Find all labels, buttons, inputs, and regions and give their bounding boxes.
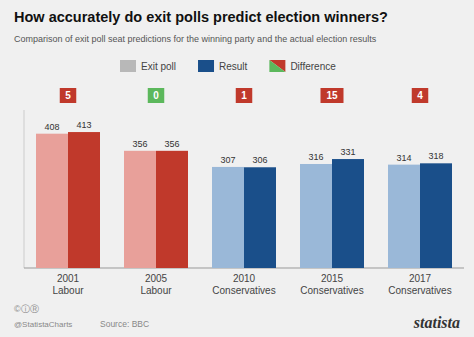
bar	[420, 163, 452, 268]
data-label: 306	[252, 155, 267, 165]
legend-swatch-rect	[120, 60, 136, 72]
background	[0, 0, 474, 337]
data-label: 408	[44, 122, 59, 132]
data-label: 356	[132, 139, 147, 149]
data-labels: 408 413 356 356 307 306 316 331 314 318	[44, 120, 443, 165]
legend-swatch-rect	[198, 60, 214, 72]
category-label: 2005	[145, 273, 168, 284]
category-label: 2001	[57, 273, 80, 284]
category-label: Conservatives	[300, 285, 363, 296]
legend: Exit poll Result Difference	[120, 60, 336, 72]
bars	[36, 132, 452, 268]
bar	[388, 165, 420, 268]
bar	[36, 134, 68, 268]
data-label: 413	[76, 120, 91, 130]
data-label: 356	[164, 139, 179, 149]
category-label: 2017	[409, 273, 432, 284]
subtitle: Comparison of exit poll seat predictions…	[14, 34, 377, 44]
badge-box	[321, 88, 344, 103]
branding: statista	[413, 314, 460, 331]
legend-swatch-part	[269, 60, 285, 72]
badge-label: 5	[65, 90, 71, 101]
category-label: Conservatives	[212, 285, 275, 296]
source: Source: BBC	[100, 319, 149, 329]
legend-swatch	[198, 60, 214, 72]
bar	[300, 164, 332, 268]
legend-label: Difference	[290, 61, 336, 72]
legend-swatch-part	[269, 60, 285, 72]
category-label: 2015	[321, 273, 344, 284]
badge-box	[148, 88, 165, 103]
badge-label: 4	[417, 90, 423, 101]
footer-credit: @StatistaCharts	[14, 320, 72, 329]
footer-icons: ©ⓘⓇ	[14, 304, 39, 314]
data-label: 316	[308, 152, 323, 162]
title: How accurately do exit polls predict ele…	[14, 9, 388, 25]
bar	[68, 132, 100, 268]
chart: How accurately do exit polls predict ele…	[0, 0, 474, 337]
bar	[244, 167, 276, 268]
category-label: Labour	[140, 285, 172, 296]
badge-box	[60, 88, 77, 103]
badge-box	[412, 88, 429, 103]
badge-box	[236, 88, 253, 103]
legend-swatch	[269, 60, 285, 72]
bar	[212, 167, 244, 268]
data-label: 314	[396, 153, 411, 163]
legend-swatch	[120, 60, 136, 72]
badge-label: 0	[153, 90, 159, 101]
bar	[332, 159, 364, 268]
legend-label: Exit poll	[141, 61, 176, 72]
badge-label: 1	[241, 90, 247, 101]
difference-badge: 15	[321, 88, 344, 103]
difference-badge: 0	[148, 88, 165, 103]
legend-label: Result	[219, 61, 248, 72]
bar	[124, 151, 156, 268]
difference-badge: 1	[236, 88, 253, 103]
category-label: 2010	[233, 273, 256, 284]
data-label: 318	[428, 151, 443, 161]
bar	[156, 151, 188, 268]
category-label: Conservatives	[388, 285, 451, 296]
data-label: 331	[340, 147, 355, 157]
category-label: Labour	[52, 285, 84, 296]
difference-badge: 4	[412, 88, 429, 103]
badge-label: 15	[326, 90, 338, 101]
difference-badge: 5	[60, 88, 77, 103]
data-label: 307	[220, 155, 235, 165]
y-axis-line	[24, 110, 25, 268]
